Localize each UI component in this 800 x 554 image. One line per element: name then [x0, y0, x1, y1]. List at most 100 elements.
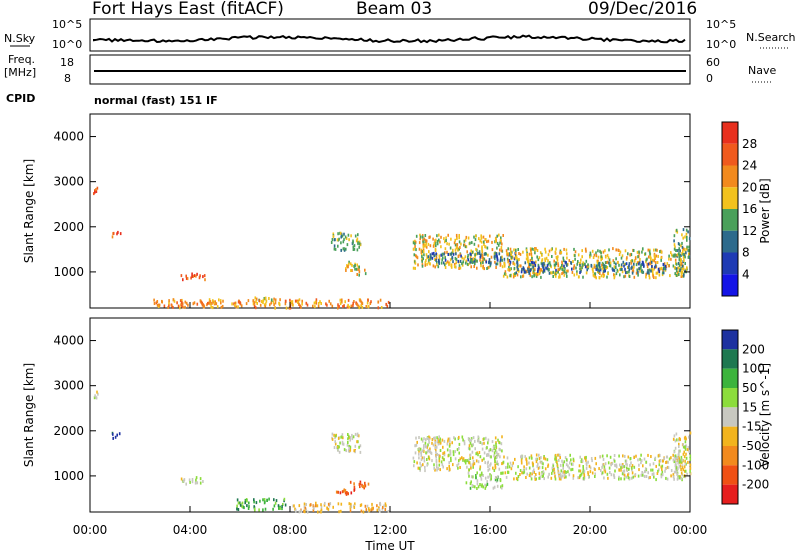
scatter-cell — [337, 448, 339, 452]
scatter-cell — [156, 300, 159, 303]
scatter-cell — [454, 437, 456, 441]
scatter-cell — [506, 253, 509, 257]
scatter-cell — [363, 486, 365, 490]
scatter-cell — [518, 252, 520, 255]
scatter-cell — [519, 252, 522, 256]
scatter-cell — [681, 262, 683, 266]
scatter-cell — [431, 438, 434, 441]
scatter-cell — [624, 454, 626, 458]
scatter-cell — [603, 267, 606, 271]
scatter-cell — [535, 274, 538, 278]
scatter-cell — [533, 468, 535, 472]
scatter-cell — [345, 267, 347, 271]
ytick-label: 4000 — [53, 130, 84, 144]
scatter-cell — [385, 302, 387, 306]
scatter-cell — [600, 251, 602, 255]
scatter-cell — [553, 467, 555, 471]
scatter-cell — [163, 304, 166, 308]
scatter-cell — [664, 264, 667, 268]
scatter-cell — [564, 472, 566, 476]
scatter-cell — [508, 268, 511, 272]
scatter-cell — [494, 251, 496, 255]
scatter-cell — [552, 270, 555, 274]
scatter-cell — [343, 248, 346, 252]
scatter-cell — [483, 240, 485, 244]
scatter-cell — [423, 242, 425, 246]
scatter-cell — [450, 237, 452, 241]
scatter-cell — [681, 264, 684, 268]
colorbar-cell — [722, 446, 738, 466]
scatter-cell — [631, 270, 634, 273]
colorbar-tick: 15 — [742, 400, 757, 414]
scatter-cell — [436, 260, 438, 264]
scatter-cell — [474, 253, 476, 257]
scatter-cell — [416, 461, 418, 465]
scatter-cell — [436, 239, 439, 243]
scatter-cell — [96, 186, 99, 190]
scatter-cell — [683, 267, 685, 271]
scatter-cell — [587, 266, 590, 270]
scatter-cell — [644, 470, 646, 474]
scatter-cell — [381, 507, 384, 511]
scatter-cell — [668, 457, 671, 461]
scatter-cell — [627, 252, 629, 256]
scatter-cell — [677, 252, 680, 256]
scatter-cell — [514, 274, 516, 277]
scatter-cell — [665, 460, 668, 464]
scatter-cell — [487, 441, 489, 445]
scatter-cell — [603, 269, 605, 273]
scatter-cell — [649, 262, 652, 266]
scatter-cell — [491, 240, 493, 244]
scatter-cell — [451, 256, 453, 260]
scatter-cell — [434, 247, 437, 251]
scatter-cell — [482, 261, 484, 265]
scatter-cell — [644, 467, 647, 471]
scatter-cell — [559, 453, 561, 457]
scatter-cell — [418, 247, 421, 251]
scatter-cell — [244, 498, 247, 502]
scatter-cell — [357, 440, 359, 444]
scatter-cell — [523, 270, 526, 274]
colorbar-tick: -15 — [742, 420, 762, 434]
scatter-cell — [379, 298, 382, 302]
scatter-cell — [416, 256, 419, 260]
scatter-cell — [684, 262, 686, 265]
scatter-cell — [509, 247, 512, 251]
scatter-cell — [631, 468, 633, 472]
scatter-cell — [497, 462, 499, 466]
scatter-cell — [343, 448, 346, 452]
scatter-cell — [533, 470, 535, 474]
scatter-cell — [414, 261, 417, 265]
scatter-cell — [618, 477, 620, 481]
scatter-cell — [613, 273, 615, 277]
scatter-cell — [498, 447, 501, 451]
scatter-cell — [615, 266, 617, 269]
scatter-cell — [674, 439, 677, 443]
scatter-cell — [363, 484, 366, 488]
scatter-cell — [606, 253, 609, 257]
scatter-cell — [608, 466, 611, 470]
scatter-cell — [422, 250, 425, 254]
scatter-cell — [643, 264, 645, 268]
scatter-cell — [349, 436, 352, 440]
scatter-cell — [615, 262, 617, 266]
scatter-cell — [306, 303, 309, 307]
scatter-cell — [259, 499, 261, 503]
scatter-cell — [635, 263, 638, 267]
scatter-cell — [473, 462, 476, 466]
scatter-cell — [650, 260, 653, 264]
scatter-cell — [354, 502, 356, 506]
scatter-cell — [541, 471, 543, 474]
scatter-cell — [677, 262, 680, 265]
scatter-cell — [583, 470, 586, 474]
scatter-cell — [456, 448, 459, 452]
scatter-cell — [487, 253, 489, 257]
velocity-marks — [93, 390, 692, 514]
scatter-cell — [469, 241, 471, 245]
scatter-cell — [187, 303, 189, 307]
scatter-cell — [574, 254, 576, 258]
colorbar-tick: -50 — [742, 439, 762, 453]
scatter-cell — [298, 302, 300, 306]
scatter-cell — [459, 246, 461, 249]
scatter-cell — [677, 467, 679, 471]
